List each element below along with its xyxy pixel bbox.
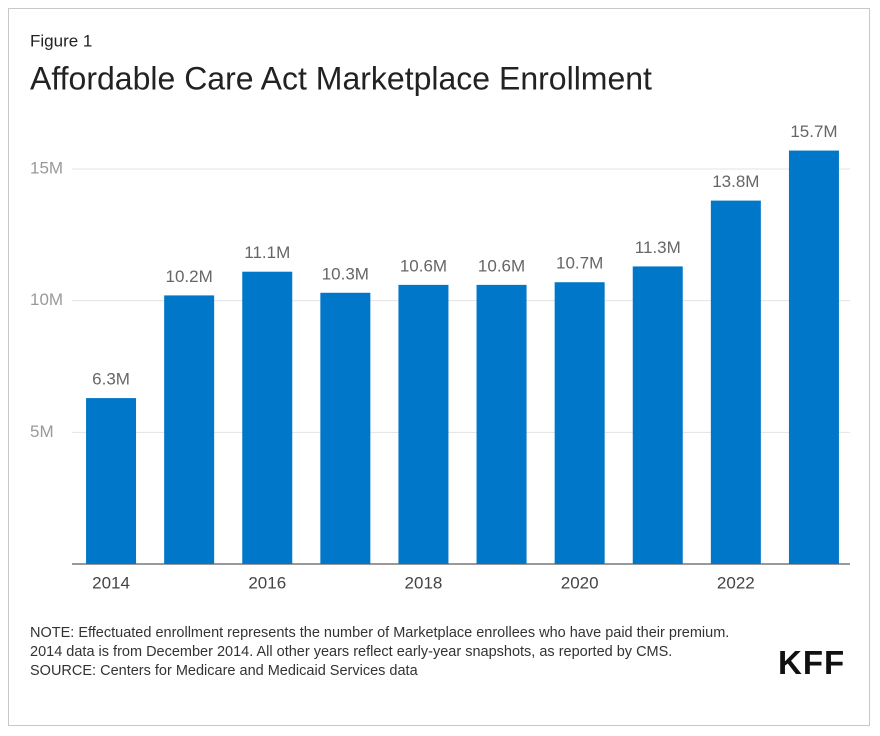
x-tick-label: 2018 [405,573,443,592]
y-tick-label: 5M [30,422,54,441]
value-label: 15.7M [790,122,837,141]
x-tick-label: 2022 [717,573,755,592]
logo: KFF [778,644,846,681]
source: SOURCE: Centers for Medicare and Medicai… [30,663,418,679]
bar [710,200,761,564]
value-label: 10.6M [478,256,525,275]
bar [554,282,605,564]
value-label: 11.1M [244,243,290,262]
note: NOTE: Effectuated enrollment represents … [30,625,730,660]
value-label: 6.3M [92,370,130,389]
x-tick-label: 2020 [561,573,599,592]
bar [164,295,215,564]
value-label: 13.8M [712,172,759,191]
x-tick-label: 2016 [248,573,286,592]
footer: NOTE: Effectuated enrollment represents … [30,624,762,681]
value-label: 10.6M [400,256,447,275]
bar [320,292,371,564]
bar [242,271,293,564]
bar [788,150,839,565]
value-label: 10.3M [322,264,369,283]
bar [476,284,527,564]
chart-title: Affordable Care Act Marketplace Enrollme… [30,60,652,96]
value-label: 10.7M [556,254,603,273]
frame [8,8,870,726]
bar [632,266,683,564]
figure-label: Figure 1 [30,31,92,50]
bar [86,398,137,564]
y-tick-label: 10M [30,290,63,309]
bar [398,284,449,564]
x-tick-label: 2014 [92,573,130,592]
value-label: 11.3M [635,238,681,257]
y-tick-label: 15M [30,158,63,177]
value-label: 10.2M [166,267,213,286]
